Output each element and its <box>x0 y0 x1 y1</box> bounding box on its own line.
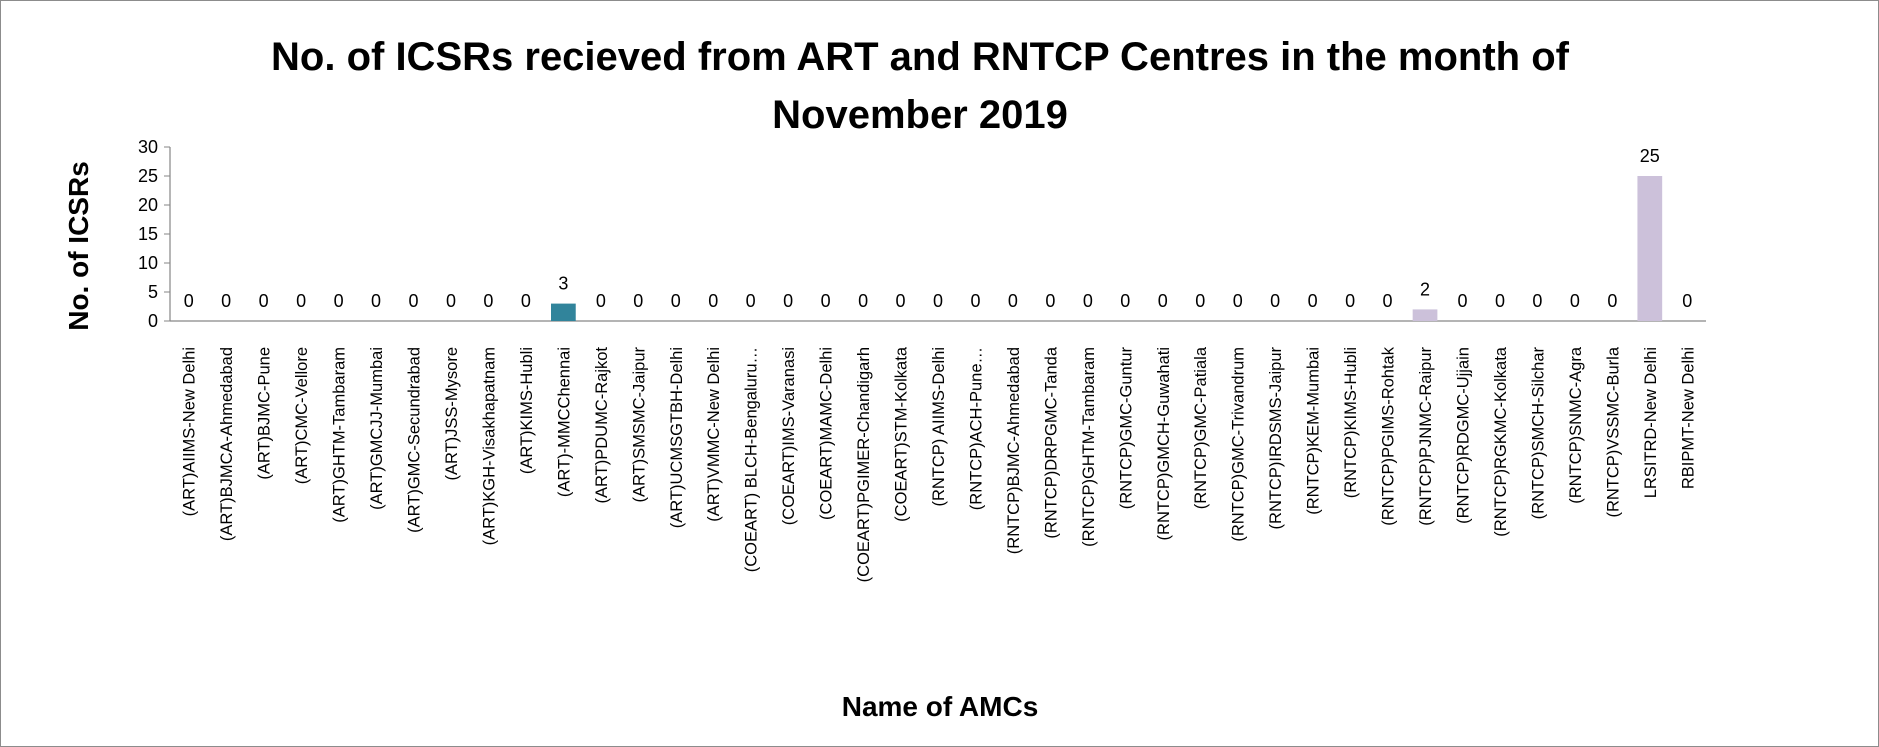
x-tick-label: (RNTCP)IRDSMS-Jaipur <box>1267 347 1285 530</box>
x-tick-label: (ART)KGH-Visakhapatnam <box>480 347 498 545</box>
data-label: 0 <box>1570 291 1580 311</box>
data-label: 0 <box>1532 291 1542 311</box>
x-tick-label: (RNTCP)ACH-Pune… <box>967 347 985 510</box>
x-tick-label: (RNTCP)PJNMC-Raipur <box>1417 347 1435 526</box>
x-tick-label: (ART)GMCJJ-Mumbai <box>368 347 386 510</box>
x-tick-label: (RNTCP)SNMC-Agra <box>1567 346 1585 504</box>
x-tick-label: (ART)SMSMC-Jaipur <box>630 347 648 503</box>
data-label: 0 <box>184 291 194 311</box>
data-label: 3 <box>558 274 568 294</box>
data-label: 0 <box>371 291 381 311</box>
x-tick-label: (RNTCP)GMC-Patiala <box>1192 346 1210 509</box>
x-tick-label: (RNTCP)DRPGMC-Tanda <box>1042 346 1060 538</box>
data-label: 0 <box>1308 291 1318 311</box>
x-tick-label: (RNTCP)GHTM-Tambaram <box>1080 347 1098 547</box>
chart-title: No. of ICSRs recieved from ART and RNTCP… <box>271 35 1569 137</box>
x-tick-label: (COEART) BLCH-Bengaluru… <box>743 347 761 572</box>
x-tick-label: (COEART)IMS-Varanasi <box>780 347 798 525</box>
y-tick-label: 5 <box>148 282 158 302</box>
data-label: 0 <box>708 291 718 311</box>
x-tick-label: (ART)-MMCChennai <box>555 347 573 497</box>
data-label: 0 <box>259 291 269 311</box>
data-label: 0 <box>821 291 831 311</box>
data-label: 0 <box>409 291 419 311</box>
data-label: 0 <box>783 291 793 311</box>
data-label: 0 <box>596 291 606 311</box>
x-tick-label: (RNTCP)GMCH-Guwahati <box>1155 347 1173 540</box>
x-tick-label: (RNTCP)GMC-Guntur <box>1117 347 1135 510</box>
data-label: 0 <box>521 291 531 311</box>
x-tick-label: (ART)JSS-Mysore <box>443 347 461 481</box>
x-tick-label: (ART)GMC-Secundrabad <box>406 347 424 533</box>
x-tick-label: (ART)GHTM-Tambaram <box>331 347 349 523</box>
x-tick-label: (RNTCP)KIMS-Hubli <box>1342 347 1360 498</box>
data-label: 0 <box>1270 291 1280 311</box>
data-label: 0 <box>1682 291 1692 311</box>
x-tick-label: (RNTCP)SMCH-Silchar <box>1529 347 1547 520</box>
x-tick-label: (COEART)STM-Kolkata <box>893 346 911 522</box>
data-label: 0 <box>1195 291 1205 311</box>
bar <box>1637 176 1663 321</box>
bar <box>551 303 576 321</box>
data-label: 0 <box>1083 291 1093 311</box>
data-label: 0 <box>933 291 943 311</box>
data-label: 0 <box>1495 291 1505 311</box>
x-tick-label: (ART)BJMC-Pune <box>256 347 274 480</box>
data-label: 0 <box>1233 291 1243 311</box>
x-tick-label: (ART)PDUMC-Rajkot <box>593 347 611 504</box>
data-label: 0 <box>858 291 868 311</box>
x-tick-label: (ART)BJMCA-Ahmedabad <box>218 347 236 541</box>
x-tick-label: (RNTCP)GMC-Trivandrum <box>1230 347 1248 542</box>
data-label: 0 <box>1607 291 1617 311</box>
data-label: 0 <box>1120 291 1130 311</box>
data-label: 0 <box>221 291 231 311</box>
data-label: 0 <box>483 291 493 311</box>
data-label: 0 <box>970 291 980 311</box>
data-label: 0 <box>1345 291 1355 311</box>
x-tick-label: (ART)CMC-Vellore <box>293 347 311 484</box>
data-label: 0 <box>746 291 756 311</box>
y-tick-label: 30 <box>138 137 158 157</box>
x-tick-label: (ART)AIIMS-New Delhi <box>181 347 199 516</box>
data-label: 0 <box>1045 291 1055 311</box>
data-label: 0 <box>1457 291 1467 311</box>
x-tick-label: (RNTCP)KEM-Mumbai <box>1305 347 1323 515</box>
x-tick-label: (RNTCP) AIIMS-Delhi <box>930 347 948 507</box>
y-tick-label: 0 <box>148 311 158 331</box>
data-label: 0 <box>633 291 643 311</box>
y-axis-title: No. of ICSRs <box>63 161 94 331</box>
x-tick-label: (RNTCP)PGIMS-Rohtak <box>1380 346 1398 526</box>
x-tick-label: (ART)VMMC-New Delhi <box>705 347 723 522</box>
x-tick-label: (COEART)MAMC-Delhi <box>818 347 836 520</box>
data-label: 0 <box>334 291 344 311</box>
data-label: 0 <box>1158 291 1168 311</box>
data-label: 0 <box>1383 291 1393 311</box>
x-tick-label: (RNTCP)BJMC-Ahmedabad <box>1005 347 1023 554</box>
x-tick-label: (RNTCP)VSSMC-Burla <box>1604 346 1622 517</box>
y-tick-label: 10 <box>138 253 158 273</box>
y-tick-label: 20 <box>138 195 158 215</box>
data-label: 0 <box>671 291 681 311</box>
data-label: 0 <box>1008 291 1018 311</box>
x-tick-label: (RNTCP)RGKMC-Kolkata <box>1492 346 1510 537</box>
data-label: 0 <box>446 291 456 311</box>
data-label: 0 <box>296 291 306 311</box>
data-label: 0 <box>896 291 906 311</box>
data-label: 2 <box>1420 279 1430 299</box>
x-tick-label: (ART)KIMS-Hubli <box>518 347 536 474</box>
x-tick-label: (ART)UCMSGTBH-Delhi <box>668 347 686 528</box>
y-tick-label: 25 <box>138 166 158 186</box>
bar <box>1412 309 1438 321</box>
y-tick-label: 15 <box>138 224 158 244</box>
x-tick-label: LRSITRD-New Delhi <box>1642 347 1660 498</box>
x-tick-label: (COEART)PGIMER-Chandigarh <box>855 347 873 582</box>
x-tick-label: (RNTCP)RDGMC-Ujjain <box>1454 347 1472 524</box>
x-axis-title: Name of AMCs <box>842 691 1039 722</box>
x-tick-label: RBIPMT-New Delhi <box>1679 347 1697 489</box>
data-label: 25 <box>1640 146 1660 166</box>
